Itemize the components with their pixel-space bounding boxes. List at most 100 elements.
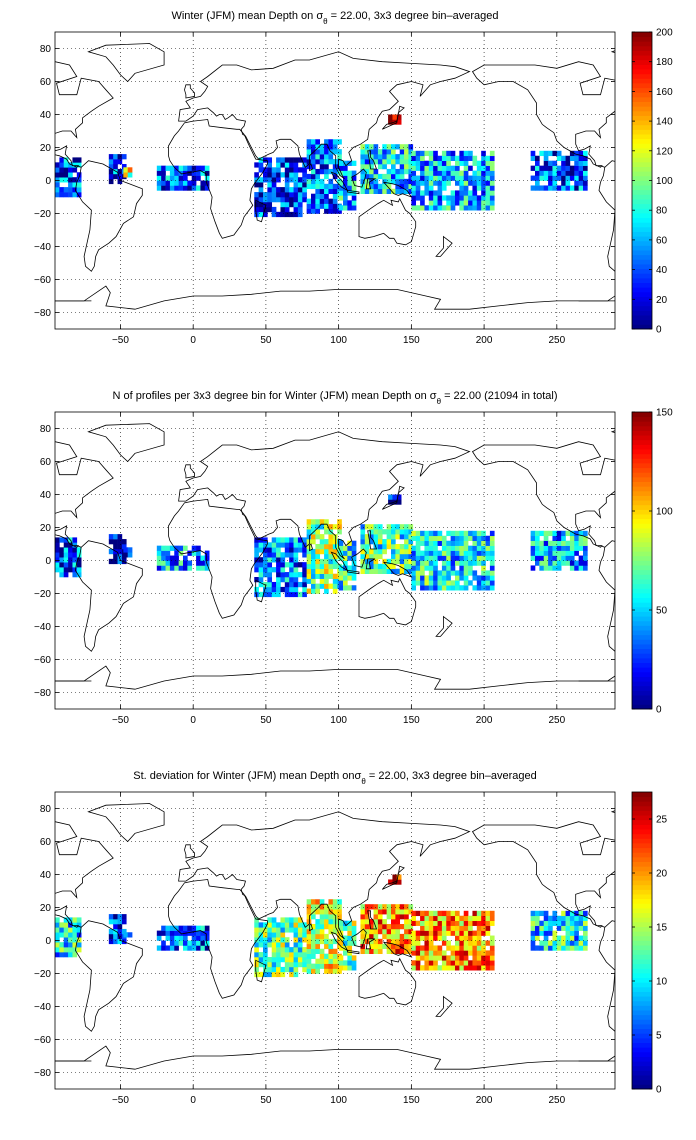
- heatmap-cell: [315, 548, 321, 555]
- heatmap-cell: [117, 553, 123, 560]
- heatmap-cell: [535, 945, 540, 951]
- heatmap-cell: [311, 178, 316, 185]
- heatmap-cell: [485, 950, 491, 956]
- heatmap-cell: [377, 544, 383, 550]
- heatmap-cell: [463, 185, 469, 191]
- heatmap-cell: [267, 577, 273, 583]
- heatmap-cell: [123, 552, 129, 558]
- heatmap-cell: [459, 930, 465, 936]
- heatmap-cell: [360, 144, 366, 150]
- heatmap-cell: [306, 943, 312, 950]
- colorbar-step: [632, 161, 652, 167]
- heatmap-cell: [481, 545, 486, 551]
- heatmap-cell: [284, 562, 290, 568]
- colorbar-step: [632, 264, 652, 270]
- colorbar-frame: [631, 791, 653, 1090]
- heatmap-cell: [583, 155, 588, 161]
- heatmap-cell: [113, 924, 118, 930]
- heatmap-cell: [319, 203, 325, 209]
- heatmap-cell: [441, 555, 447, 561]
- heatmap-cell: [373, 539, 379, 545]
- colorbar-step: [632, 1051, 652, 1057]
- heatmap-cell: [68, 942, 73, 948]
- colorbar-step: [632, 41, 652, 47]
- heatmap-cell: [450, 960, 456, 966]
- heatmap-cell: [204, 175, 210, 181]
- heatmap-cell: [583, 925, 588, 931]
- heatmap-cell: [437, 185, 443, 191]
- heatmap-cell: [121, 928, 127, 935]
- heatmap-cell: [108, 178, 114, 185]
- heatmap-cell: [377, 948, 383, 954]
- heatmap-cell: [289, 201, 294, 208]
- heatmap-cell: [399, 183, 405, 190]
- heatmap-cell: [441, 185, 447, 191]
- heatmap-cell: [415, 165, 421, 171]
- heatmap-cell: [386, 928, 392, 935]
- heatmap-cell: [552, 545, 558, 551]
- colorbar-step: [632, 412, 652, 418]
- heatmap-cell: [311, 144, 316, 150]
- heatmap-cell: [280, 937, 286, 943]
- heatmap-cell: [382, 909, 387, 915]
- heatmap-cell: [424, 920, 430, 926]
- heatmap-cell: [191, 175, 197, 181]
- heatmap-cell: [411, 950, 417, 956]
- heatmap-cell: [276, 572, 281, 578]
- heatmap-cell: [399, 159, 405, 165]
- heatmap-cell: [386, 149, 392, 155]
- heatmap-cell: [530, 915, 536, 921]
- heatmap-cell: [404, 933, 409, 940]
- heatmap-cell: [428, 935, 434, 941]
- heatmap-cell: [424, 530, 430, 537]
- heatmap-cell: [63, 177, 69, 183]
- heatmap-cell: [271, 537, 277, 543]
- colorbar-step: [632, 996, 652, 1002]
- heatmap-cell: [343, 960, 348, 966]
- heatmap-cell: [556, 550, 562, 556]
- colorbar-tick-label: 80: [656, 206, 668, 217]
- heatmap-cell: [433, 945, 438, 951]
- heatmap-cell: [373, 904, 379, 910]
- heatmap-cell: [315, 198, 321, 204]
- colorbar-tick-label: 100: [656, 507, 673, 518]
- heatmap-cell: [59, 552, 65, 558]
- coastline-north-america: [471, 821, 615, 928]
- heatmap-cell: [395, 924, 401, 930]
- heatmap-cell: [441, 955, 447, 961]
- colorbar-step: [632, 569, 652, 575]
- colorbar-step: [632, 129, 652, 135]
- heatmap-cell: [338, 565, 344, 571]
- colorbar-step: [632, 847, 652, 853]
- heatmap-cell: [489, 540, 495, 546]
- colorbar-step: [632, 690, 652, 696]
- y-tick-label: 60: [40, 77, 52, 88]
- heatmap-cell: [319, 928, 325, 935]
- heatmap-cell: [539, 920, 545, 926]
- heatmap-cell: [424, 945, 430, 951]
- heatmap-cell: [433, 910, 438, 917]
- colorbar-step: [632, 64, 652, 70]
- heatmap-cell: [391, 534, 396, 540]
- heatmap-cell: [360, 173, 366, 180]
- heatmap-cell: [174, 945, 179, 951]
- heatmap-cell: [254, 966, 259, 973]
- heatmap-cell: [468, 560, 473, 566]
- heatmap-cell: [446, 570, 451, 576]
- heatmap-cell: [360, 178, 366, 185]
- heatmap-cell: [556, 170, 562, 176]
- heatmap-cell: [561, 935, 566, 941]
- heatmap-cell: [113, 933, 118, 940]
- heatmap-cell: [258, 187, 264, 193]
- heatmap-cell: [332, 904, 338, 910]
- heatmap-cell: [347, 540, 353, 546]
- heatmap-cell: [399, 173, 405, 180]
- heatmap-cell: [455, 560, 460, 566]
- heatmap-cell: [459, 170, 465, 176]
- heatmap-cell: [446, 930, 451, 936]
- colorbar-step: [632, 83, 652, 89]
- heatmap-cell: [258, 167, 264, 173]
- heatmap-cell: [187, 165, 193, 171]
- heatmap-cell: [271, 167, 277, 173]
- heatmap-cell: [364, 924, 370, 930]
